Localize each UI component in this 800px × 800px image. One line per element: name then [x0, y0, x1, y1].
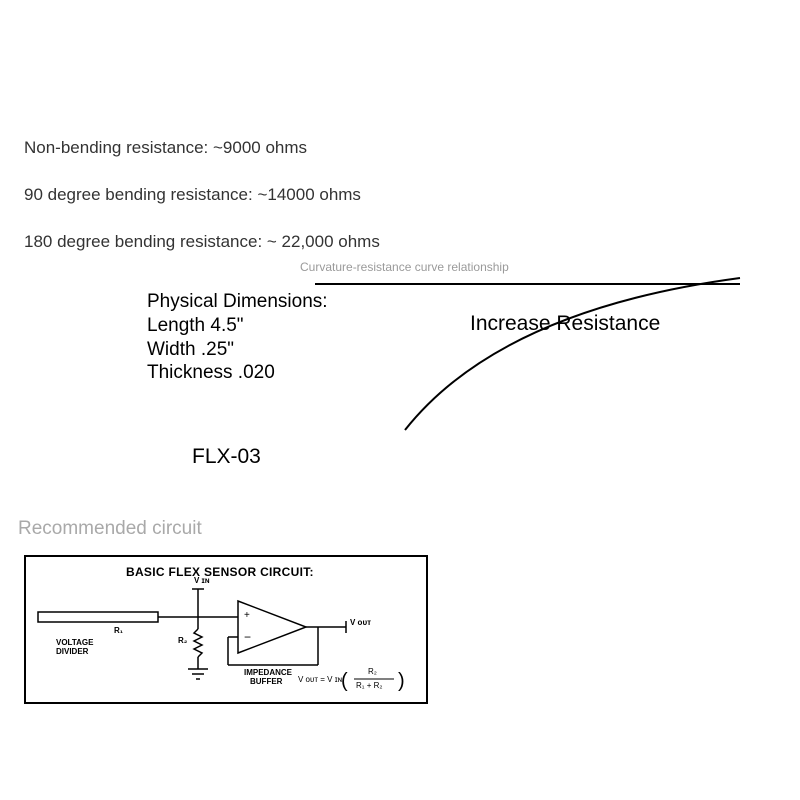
circuit-diagram-box: BASIC FLEX SENSOR CIRCUIT:: [24, 555, 428, 704]
svg-text:−: −: [244, 630, 251, 644]
label-vin: V ɪɴ: [194, 577, 210, 586]
dims-length: Length 4.5": [147, 314, 328, 338]
dims-thickness: Thickness .020: [147, 361, 328, 385]
page-root: Non-bending resistance: ~9000 ohms 90 de…: [0, 0, 800, 800]
dims-heading: Physical Dimensions:: [147, 290, 328, 314]
label-r1: R₁: [114, 627, 123, 636]
increase-resistance-label: Increase Resistance: [470, 312, 660, 336]
dimensions-block: Physical Dimensions: Length 4.5" Width .…: [147, 290, 328, 385]
label-buffer: BUFFER: [250, 678, 282, 687]
label-r2: R₂: [178, 637, 187, 646]
resistance-curve: [0, 0, 800, 500]
label-divider: DIVIDER: [56, 648, 88, 657]
dims-width: Width .25": [147, 338, 328, 362]
svg-text:+: +: [244, 610, 250, 621]
recommended-circuit-title: Recommended circuit: [18, 518, 202, 540]
label-vout: V ᴏᴜᴛ: [350, 619, 371, 628]
svg-text:): ): [398, 670, 405, 692]
svg-text:(: (: [341, 670, 348, 692]
part-number: FLX-03: [192, 445, 261, 469]
